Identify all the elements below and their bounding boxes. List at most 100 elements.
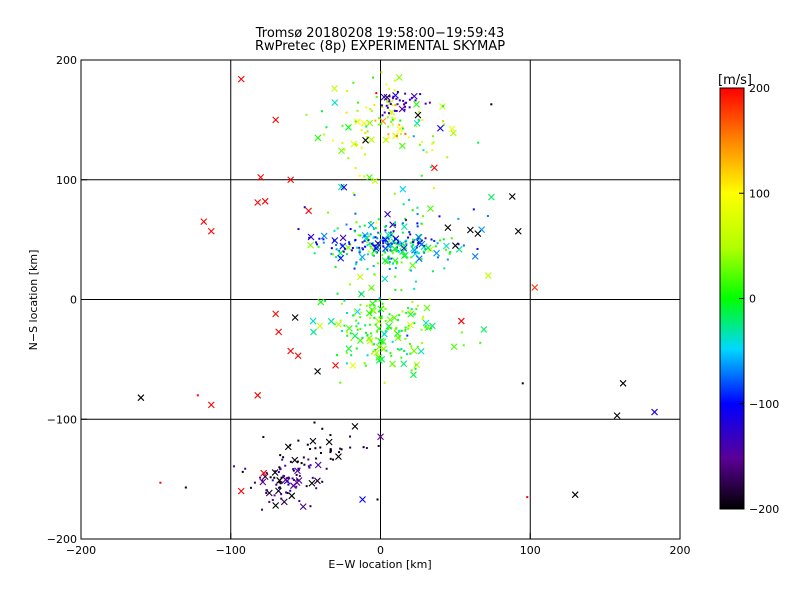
data-point — [319, 451, 322, 454]
data-point — [374, 323, 377, 326]
data-point — [409, 241, 412, 244]
data-point — [292, 478, 295, 481]
data-point — [315, 487, 318, 490]
data-point-cross — [314, 477, 321, 485]
data-point-cross — [375, 354, 383, 361]
data-point — [401, 310, 404, 313]
data-point — [399, 119, 402, 122]
data-point — [366, 334, 369, 337]
data-point-cross — [508, 193, 516, 200]
data-point — [410, 308, 413, 311]
colorbar-ticks: 200 100 0 −100 −200 — [739, 82, 779, 516]
data-point — [298, 468, 301, 471]
data-point-cross — [484, 272, 492, 279]
data-point — [394, 104, 397, 107]
data-point — [309, 464, 312, 467]
data-point — [462, 344, 465, 347]
data-point — [355, 221, 358, 224]
data-point — [413, 313, 416, 316]
grid-lines — [81, 60, 680, 539]
data-point — [369, 220, 372, 223]
data-point — [397, 243, 400, 246]
x-tick-label: 200 — [670, 544, 691, 557]
data-point — [391, 118, 394, 121]
data-point — [336, 354, 339, 357]
data-point — [395, 250, 398, 253]
data-point — [387, 257, 390, 260]
data-point — [360, 129, 363, 132]
data-point — [423, 251, 426, 254]
data-point — [413, 322, 416, 325]
data-point — [356, 143, 359, 146]
data-point-cross — [392, 132, 399, 140]
data-point — [375, 95, 378, 98]
data-point-cross — [400, 244, 408, 252]
data-point-cross — [407, 310, 415, 318]
data-point-cross — [310, 328, 317, 336]
data-point — [420, 257, 423, 260]
data-point — [433, 239, 436, 242]
data-point-cross — [399, 185, 407, 193]
data-point — [366, 233, 369, 236]
data-point — [384, 251, 387, 254]
data-point — [383, 111, 386, 114]
data-point — [269, 476, 272, 479]
data-point-cross — [375, 318, 383, 325]
data-point — [416, 225, 419, 228]
data-point — [431, 270, 434, 273]
x-tick-label: 0 — [377, 544, 384, 557]
data-point-cross — [254, 391, 262, 399]
data-point — [361, 336, 364, 339]
data-point — [476, 247, 479, 250]
data-point — [292, 468, 295, 471]
data-point — [244, 467, 247, 470]
data-point — [289, 444, 292, 447]
data-point — [397, 250, 400, 253]
data-point-cross — [400, 223, 408, 230]
data-point — [373, 245, 376, 248]
data-point-cross — [400, 360, 408, 368]
data-point — [291, 477, 294, 480]
y-tick-label: 100 — [56, 174, 77, 187]
data-point — [443, 267, 446, 270]
data-point — [354, 167, 357, 170]
data-point-cross — [359, 496, 366, 503]
data-point-cross — [259, 478, 267, 486]
data-point — [419, 239, 422, 242]
data-point-cross — [379, 338, 387, 345]
data-point — [382, 239, 385, 242]
data-point — [349, 228, 352, 231]
data-point — [365, 125, 368, 128]
data-point — [295, 485, 298, 488]
data-point-cross — [375, 325, 383, 333]
data-point-cross — [385, 322, 393, 330]
data-point-cross — [261, 197, 269, 205]
data-point-cross — [437, 124, 444, 132]
data-point — [412, 243, 415, 246]
y-tick-label: 200 — [56, 54, 77, 67]
data-point — [241, 470, 244, 473]
data-point — [381, 114, 384, 117]
data-point-cross — [368, 136, 375, 144]
data-point — [360, 311, 363, 314]
data-point — [388, 95, 391, 98]
data-point — [279, 482, 282, 485]
data-point — [342, 250, 345, 253]
data-point-cross — [396, 125, 404, 133]
data-point — [418, 143, 421, 146]
data-point — [382, 237, 385, 240]
data-point — [420, 328, 423, 331]
data-point-cross — [417, 347, 425, 355]
data-point — [355, 143, 358, 146]
data-point — [289, 489, 292, 492]
data-point — [278, 481, 281, 484]
data-point-cross — [257, 173, 265, 181]
data-point — [352, 81, 355, 84]
data-point — [335, 256, 338, 259]
data-point — [384, 229, 387, 232]
data-point — [401, 222, 404, 225]
data-point — [372, 254, 375, 257]
data-point-cross — [424, 324, 432, 332]
data-point-cross — [427, 205, 434, 213]
